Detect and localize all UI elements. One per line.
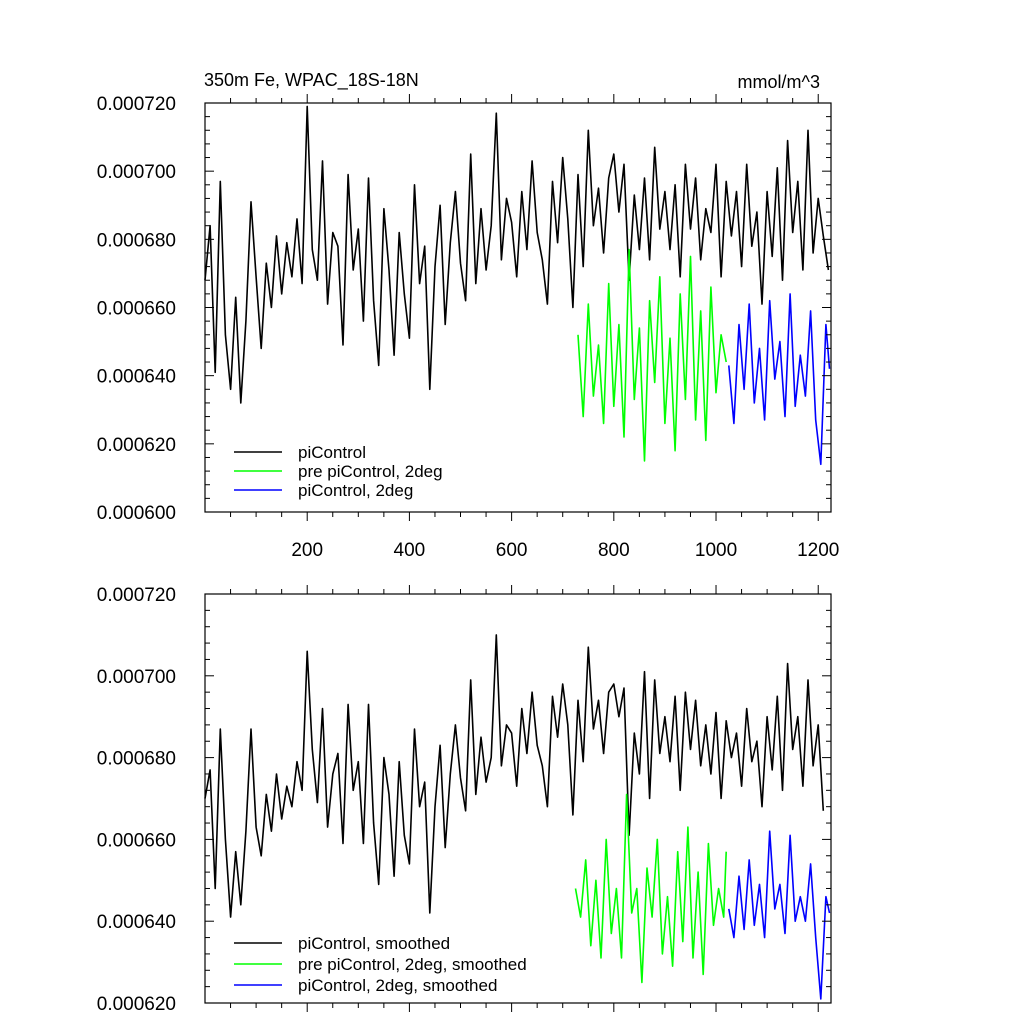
bottom-y-tick-label: 0.000660 [97, 830, 176, 851]
top-x-tick-label: 1200 [797, 540, 839, 561]
bottom-legend-label-3: piControl, 2deg, smoothed [298, 976, 497, 995]
bottom-series-line-3 [728, 830, 831, 1000]
top-legend-label-2: pre piControl, 2deg [298, 462, 443, 481]
bottom-legend-label-1: piControl, smoothed [298, 934, 450, 953]
top-legend-label-3: piControl, 2deg [298, 481, 413, 500]
top-series-group [204, 105, 831, 466]
bottom-ticks-group: 0.000620 0.000640 0.000660 0.000680 0.000700… [97, 585, 831, 1015]
bottom-y-tick-label: 0.000620 [97, 994, 176, 1015]
top-chart-panel: 350m Fe, WPAC_18S-18N mmol/m^3 0.0006000… [97, 70, 840, 561]
bottom-chart-panel: 0.000620 0.000640 0.000660 0.000680 0.000700… [97, 585, 832, 1015]
top-chart-title: 350m Fe, WPAC_18S-18N [204, 70, 419, 91]
top-x-tick-label: 200 [291, 540, 323, 561]
bottom-y-tick-label: 0.000640 [97, 912, 176, 933]
top-series-line-2 [577, 248, 727, 462]
bottom-y-tick-label: 0.000700 [97, 667, 176, 688]
top-y-tick-label: 0.000600 [97, 503, 176, 524]
bottom-legend-label-2: pre piControl, 2deg, smoothed [298, 955, 527, 974]
bottom-y-tick-label: 0.000680 [97, 749, 176, 770]
top-series-line-3 [728, 293, 831, 466]
bottom-series-line-2 [574, 793, 727, 984]
top-chart-units: mmol/m^3 [738, 72, 820, 92]
bottom-legend: piControl, smoothed pre piControl, 2deg, … [234, 934, 527, 995]
top-y-tick-label: 0.000720 [97, 94, 176, 115]
top-x-tick-label: 400 [394, 540, 426, 561]
top-x-tick-label: 1000 [695, 540, 737, 561]
top-ticks-group: 0.000600 0.000620 0.000640 0.000660 0.000680… [97, 94, 839, 561]
bottom-series-group [204, 634, 831, 1000]
top-series-line-1 [204, 105, 830, 404]
top-y-tick-label: 0.000640 [97, 367, 176, 388]
top-y-tick-label: 0.000680 [97, 230, 176, 251]
top-plot-frame [204, 102, 832, 513]
bottom-series-line-1 [204, 634, 825, 918]
top-x-tick-label: 600 [496, 540, 528, 561]
top-legend-label-1: piControl [298, 443, 366, 462]
bottom-y-tick-label: 0.000720 [97, 585, 176, 606]
top-y-tick-label: 0.000660 [97, 299, 176, 320]
top-y-tick-label: 0.000700 [97, 162, 176, 183]
top-y-tick-label: 0.000620 [97, 435, 176, 456]
bottom-plot-frame [204, 593, 832, 1004]
top-x-tick-label: 800 [598, 540, 630, 561]
